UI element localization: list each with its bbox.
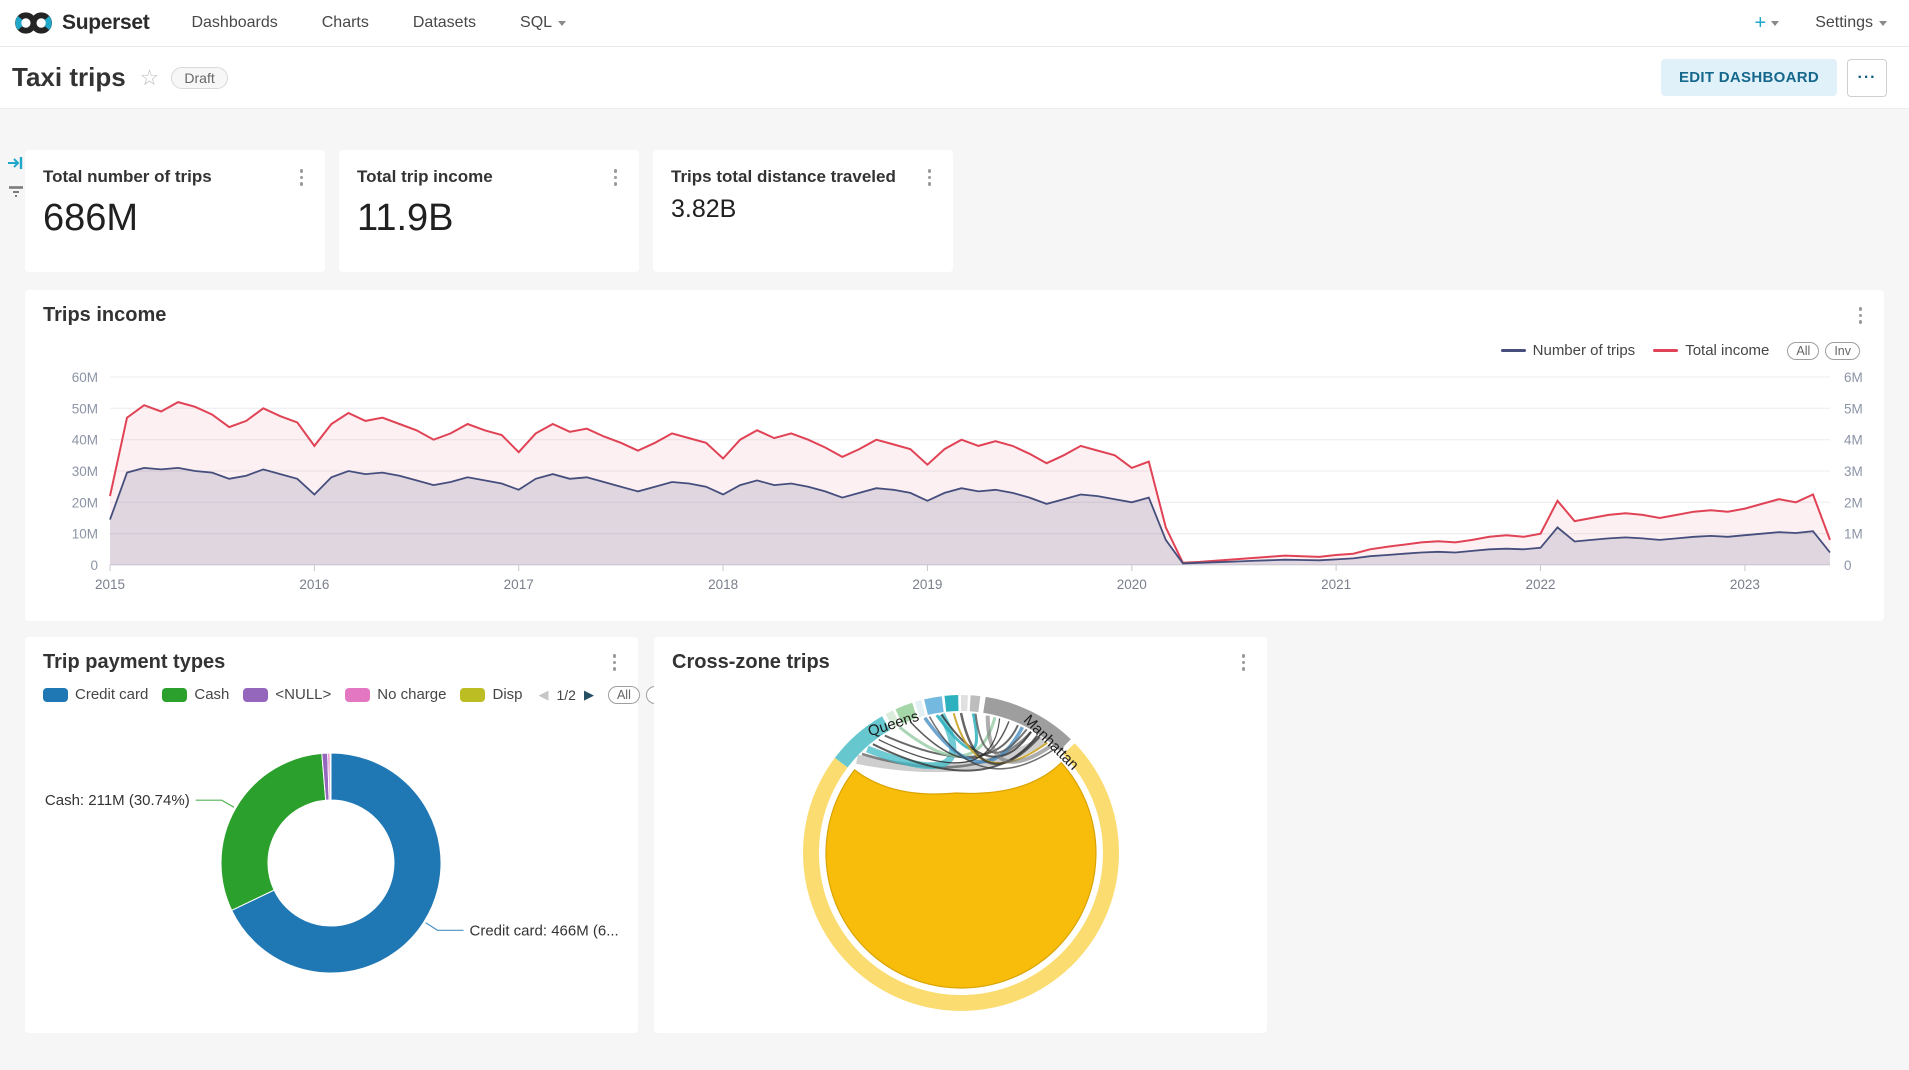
svg-text:3M: 3M bbox=[1844, 464, 1863, 479]
nav-datasets[interactable]: Datasets bbox=[412, 14, 477, 31]
svg-text:Manhattan: Manhattan bbox=[1020, 712, 1082, 774]
svg-text:2023: 2023 bbox=[1730, 577, 1760, 592]
more-options-button[interactable]: ··· bbox=[1847, 58, 1887, 97]
pie-legend: Credit card Cash <NULL> No charge Disp ◀… bbox=[43, 686, 681, 704]
svg-text:20M: 20M bbox=[72, 495, 98, 510]
chevron-down-icon bbox=[1879, 20, 1887, 26]
svg-text:30M: 30M bbox=[72, 464, 98, 479]
legend-item[interactable]: Disp bbox=[460, 686, 523, 703]
svg-text:10M: 10M bbox=[72, 527, 98, 542]
svg-text:4M: 4M bbox=[1844, 433, 1863, 448]
svg-text:2016: 2016 bbox=[299, 577, 329, 592]
pager-next-icon[interactable]: ▶ bbox=[583, 686, 594, 702]
add-new-button[interactable]: + bbox=[1755, 12, 1780, 35]
kebab-menu-icon[interactable] bbox=[1238, 651, 1250, 674]
svg-text:60M: 60M bbox=[72, 370, 98, 385]
kebab-menu-icon[interactable] bbox=[924, 166, 936, 189]
svg-text:2019: 2019 bbox=[912, 577, 942, 592]
svg-text:2020: 2020 bbox=[1117, 577, 1147, 592]
chevron-down-icon bbox=[558, 20, 567, 26]
kebab-menu-icon[interactable] bbox=[296, 166, 308, 189]
chart-panel-payment-types: Trip payment types Credit card Cash <NUL… bbox=[25, 637, 681, 1033]
kpi-title: Total trip income bbox=[357, 167, 493, 186]
filter-icon[interactable] bbox=[8, 185, 24, 199]
favorite-star-icon[interactable]: ☆ bbox=[139, 64, 160, 90]
kpi-card-trip-income: Total trip income 11.9B bbox=[339, 150, 639, 272]
main-nav: Dashboards Charts Datasets SQL bbox=[191, 14, 567, 32]
svg-text:Credit card: 466M (6...: Credit card: 466M (6... bbox=[470, 922, 619, 939]
superset-infinity-icon bbox=[15, 12, 52, 34]
brand-name: Superset bbox=[62, 11, 150, 34]
legend-swatch bbox=[345, 687, 371, 702]
legend-all-button[interactable]: All bbox=[607, 686, 640, 704]
svg-text:50M: 50M bbox=[72, 401, 98, 416]
svg-text:2017: 2017 bbox=[504, 577, 534, 592]
status-badge: Draft bbox=[171, 66, 228, 89]
kpi-value: 686M bbox=[43, 196, 139, 239]
legend-swatch bbox=[243, 687, 269, 702]
chart-title: Trips income bbox=[43, 304, 167, 326]
svg-text:40M: 40M bbox=[72, 433, 98, 448]
plus-icon: + bbox=[1754, 11, 1767, 34]
expand-filter-bar-icon[interactable] bbox=[7, 155, 25, 171]
donut-chart[interactable]: Credit card: 466M (6... Cash: 211M (30.74… bbox=[25, 717, 638, 1033]
superset-logo[interactable]: Superset bbox=[14, 9, 150, 37]
chart-panel-trips-income: Trips income Number of trips Total incom… bbox=[25, 290, 1884, 621]
legend-swatch bbox=[162, 687, 188, 702]
page-title: Taxi trips bbox=[12, 62, 126, 92]
kpi-value: 3.82B bbox=[671, 194, 737, 223]
legend-item[interactable]: Total income bbox=[1653, 342, 1769, 359]
kpi-value: 11.9B bbox=[357, 196, 454, 239]
legend-inv-button[interactable]: Inv bbox=[1825, 342, 1860, 360]
svg-text:2015: 2015 bbox=[95, 577, 125, 592]
kebab-menu-icon[interactable] bbox=[1855, 304, 1867, 327]
pager-prev-icon[interactable]: ◀ bbox=[538, 686, 549, 702]
svg-text:0: 0 bbox=[90, 558, 98, 573]
svg-text:2M: 2M bbox=[1844, 495, 1863, 510]
kpi-card-total-distance: Trips total distance traveled 3.82B bbox=[653, 150, 953, 272]
svg-text:2022: 2022 bbox=[1525, 577, 1555, 592]
svg-text:2021: 2021 bbox=[1321, 577, 1351, 592]
timeseries-legend: Number of trips Total income All Inv bbox=[1500, 342, 1860, 360]
chart-title: Trip payment types bbox=[43, 651, 226, 673]
edit-dashboard-button[interactable]: EDIT DASHBOARD bbox=[1660, 59, 1837, 96]
kebab-menu-icon[interactable] bbox=[609, 651, 621, 674]
dashboard-header: Taxi trips ☆ Draft EDIT DASHBOARD ··· bbox=[0, 47, 1909, 109]
kpi-card-total-trips: Total number of trips 686M bbox=[25, 150, 325, 272]
legend-item[interactable]: Number of trips bbox=[1500, 342, 1635, 359]
nav-charts[interactable]: Charts bbox=[321, 14, 369, 31]
legend-item[interactable]: <NULL> bbox=[243, 686, 331, 703]
kebab-menu-icon[interactable] bbox=[610, 166, 622, 189]
legend-all-button[interactable]: All bbox=[1787, 342, 1820, 360]
legend-swatch bbox=[43, 687, 68, 702]
svg-text:Cash: 211M (30.74%): Cash: 211M (30.74%) bbox=[45, 792, 190, 809]
legend-item[interactable]: Cash bbox=[162, 686, 229, 703]
chart-title: Cross-zone trips bbox=[672, 651, 830, 673]
nav-dashboards[interactable]: Dashboards bbox=[191, 14, 278, 31]
legend-swatch bbox=[1500, 349, 1526, 352]
settings-menu[interactable]: Settings bbox=[1815, 14, 1887, 32]
nav-sql[interactable]: SQL bbox=[520, 14, 567, 32]
svg-text:2018: 2018 bbox=[708, 577, 738, 592]
legend-item[interactable]: No charge bbox=[345, 686, 446, 703]
chart-panel-cross-zone: Cross-zone trips Queens Manhattan bbox=[654, 637, 1267, 1033]
legend-pager: ◀ 1/2 ▶ bbox=[539, 687, 594, 703]
svg-text:1M: 1M bbox=[1844, 527, 1863, 542]
legend-item[interactable]: Credit card bbox=[43, 686, 148, 703]
pager-page: 1/2 bbox=[556, 686, 576, 703]
dashboard-body: Total number of trips 686M Total trip in… bbox=[0, 109, 1909, 1069]
legend-swatch bbox=[460, 687, 486, 702]
top-navbar: Superset Dashboards Charts Datasets SQL … bbox=[0, 0, 1909, 47]
legend-swatch bbox=[1653, 349, 1679, 352]
kpi-title: Total number of trips bbox=[43, 167, 212, 186]
timeseries-chart[interactable]: 0 0 10M 1M 20M 2M 30M 3M 40M 4M 50M 5M 60M 6M 2015 2016… bbox=[25, 368, 1884, 618]
chord-diagram[interactable]: Queens Manhattan bbox=[654, 681, 1267, 1033]
svg-text:0: 0 bbox=[1844, 558, 1852, 573]
svg-text:6M: 6M bbox=[1844, 370, 1863, 385]
kpi-title: Trips total distance traveled bbox=[671, 167, 896, 186]
chevron-down-icon bbox=[1771, 20, 1780, 26]
svg-text:5M: 5M bbox=[1844, 401, 1863, 416]
